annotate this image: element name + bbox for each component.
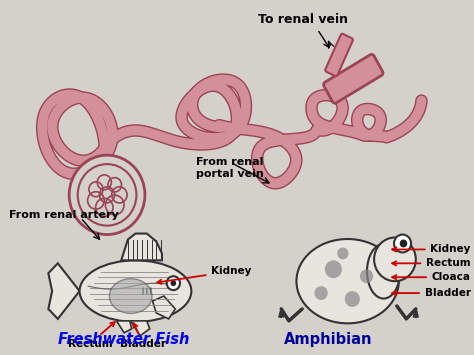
Circle shape (171, 280, 176, 286)
Ellipse shape (367, 244, 400, 299)
Circle shape (345, 291, 360, 307)
Text: From renal
portal vein: From renal portal vein (196, 157, 264, 179)
Circle shape (360, 269, 373, 283)
Ellipse shape (296, 239, 399, 323)
Circle shape (167, 276, 180, 290)
Text: Amphibian: Amphibian (284, 332, 373, 347)
Polygon shape (117, 321, 132, 333)
Text: Freshwater Fish: Freshwater Fish (58, 332, 190, 347)
Circle shape (325, 260, 342, 278)
Text: Cloaca: Cloaca (392, 272, 471, 282)
Circle shape (337, 247, 348, 260)
Text: Bladder: Bladder (392, 288, 471, 298)
Polygon shape (48, 263, 80, 319)
Circle shape (69, 155, 145, 235)
Text: Kidney: Kidney (392, 245, 471, 255)
Text: Rectum: Rectum (68, 322, 115, 349)
Ellipse shape (80, 260, 191, 322)
Polygon shape (153, 296, 175, 319)
Circle shape (78, 164, 137, 226)
FancyBboxPatch shape (323, 54, 383, 103)
Text: To renal vein: To renal vein (258, 13, 348, 26)
Ellipse shape (109, 279, 152, 313)
Circle shape (394, 235, 411, 252)
Circle shape (374, 237, 416, 281)
FancyBboxPatch shape (325, 34, 353, 76)
Text: From renal artery: From renal artery (9, 210, 118, 220)
Text: Rectum: Rectum (392, 258, 471, 268)
Text: Kidney: Kidney (157, 266, 252, 284)
Polygon shape (121, 234, 162, 260)
Circle shape (400, 240, 407, 247)
Polygon shape (131, 321, 150, 336)
Text: Bladder: Bladder (120, 323, 166, 349)
Circle shape (314, 286, 328, 300)
